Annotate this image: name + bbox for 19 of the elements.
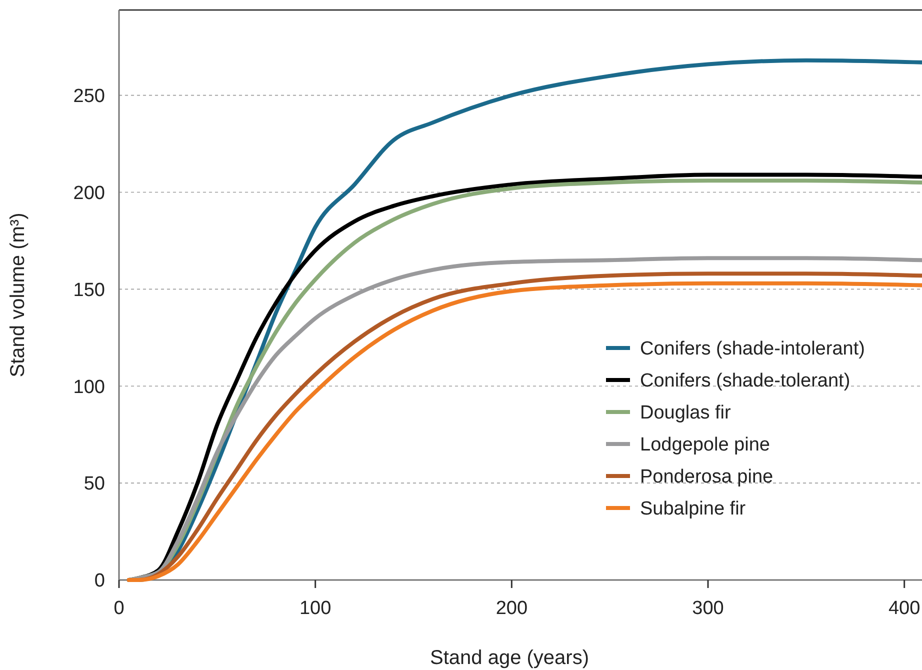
x-tick-label: 0 bbox=[114, 598, 124, 619]
legend-label: Conifers (shade-intolerant) bbox=[640, 338, 865, 360]
y-tick-label: 150 bbox=[73, 280, 105, 301]
x-tick-label: 300 bbox=[692, 598, 724, 619]
legend-label: Ponderosa pine bbox=[640, 466, 774, 488]
y-axis-title: Stand volume (m³) bbox=[7, 212, 29, 378]
x-axis-title: Stand age (years) bbox=[430, 647, 589, 669]
x-tick-label: 400 bbox=[888, 598, 920, 619]
y-tick-label: 100 bbox=[73, 376, 105, 398]
legend-label: Douglas fir bbox=[640, 402, 732, 424]
y-tick-label: 250 bbox=[73, 86, 105, 107]
y-tick-label: 200 bbox=[73, 182, 105, 204]
x-tick-label: 200 bbox=[496, 598, 528, 619]
y-tick-label: 50 bbox=[84, 474, 105, 495]
legend-label: Lodgepole pine bbox=[640, 434, 770, 456]
y-tick-label: 0 bbox=[94, 570, 105, 592]
x-tick-label: 100 bbox=[299, 598, 332, 619]
legend-label: Subalpine fir bbox=[640, 498, 746, 520]
legend-label: Conifers (shade-tolerant) bbox=[640, 370, 850, 392]
